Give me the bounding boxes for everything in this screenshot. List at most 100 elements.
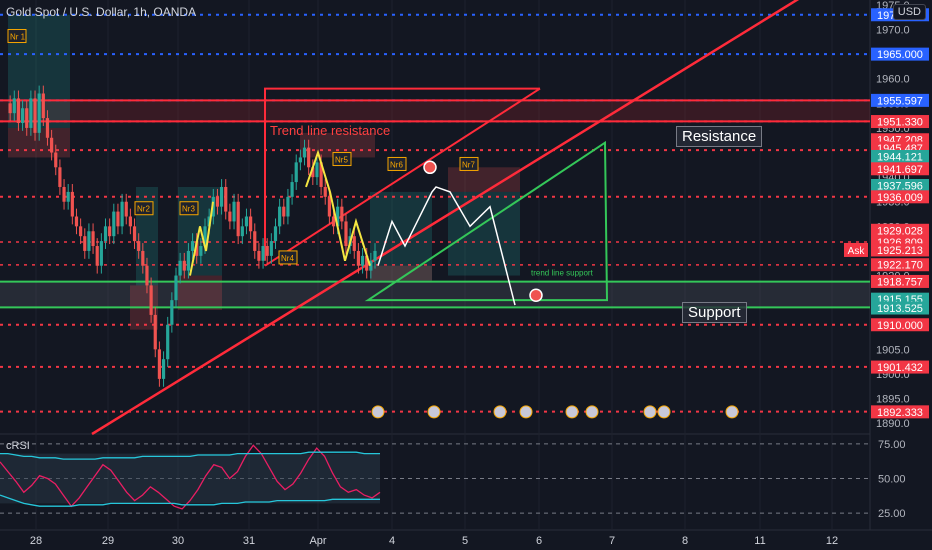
candle xyxy=(178,260,182,276)
candle xyxy=(103,226,108,242)
trend-line-resistance-label: Trend line resistance xyxy=(270,123,391,138)
price-label: 1941.697 xyxy=(877,164,923,176)
candle xyxy=(307,147,311,168)
candle xyxy=(340,206,344,222)
candle xyxy=(141,250,145,266)
candle xyxy=(95,246,99,266)
candle xyxy=(62,186,66,202)
candle xyxy=(41,93,45,119)
candle xyxy=(79,226,83,237)
candle xyxy=(137,241,141,251)
candle xyxy=(311,167,315,178)
economic-event-icon xyxy=(643,405,657,419)
candle xyxy=(170,300,174,325)
candle xyxy=(356,250,361,266)
marker-label: Nr2 xyxy=(137,205,150,214)
candle xyxy=(269,241,273,256)
candle xyxy=(323,186,327,197)
marker-label: Nr6 xyxy=(390,160,403,169)
candle xyxy=(298,157,302,163)
candle xyxy=(128,216,132,227)
candle xyxy=(58,167,62,187)
x-tick-label: Apr xyxy=(309,535,326,547)
candle xyxy=(315,162,319,178)
rsi-line xyxy=(0,444,381,510)
price-label: 1937.596 xyxy=(877,181,923,193)
candle xyxy=(25,108,29,128)
y-tick-label: 1905.0 xyxy=(876,344,910,356)
candle xyxy=(240,226,244,237)
candle xyxy=(182,260,186,271)
y-tick-label: 1895.0 xyxy=(876,394,910,406)
candle xyxy=(352,236,356,251)
candle xyxy=(373,250,377,261)
economic-event-icon xyxy=(657,405,671,419)
candle xyxy=(33,98,37,133)
candle xyxy=(45,118,50,138)
position-box xyxy=(448,191,520,276)
candle xyxy=(70,191,74,217)
price-label: 1913.525 xyxy=(877,303,923,315)
candle xyxy=(286,196,290,217)
candle xyxy=(37,93,41,133)
candle xyxy=(83,236,87,251)
candle xyxy=(365,255,369,271)
currency-selector[interactable]: USD xyxy=(892,4,926,20)
trend-channel-outline xyxy=(264,87,540,261)
candle xyxy=(244,216,249,227)
x-tick-label: 8 xyxy=(682,535,688,547)
price-label-tag xyxy=(871,190,929,204)
x-tick-label: 6 xyxy=(536,535,542,547)
y-tick-label: 1970.0 xyxy=(876,25,910,37)
target-icon xyxy=(423,160,437,175)
price-label-tag xyxy=(871,47,929,61)
rsi-tick-label: 75.00 xyxy=(878,439,906,451)
highlight-path xyxy=(305,149,371,267)
candle xyxy=(369,260,373,271)
candle xyxy=(8,103,12,114)
candle xyxy=(219,186,224,207)
candle xyxy=(232,201,236,222)
candle xyxy=(16,98,21,124)
position-box xyxy=(448,167,520,192)
y-tick-label: 1960.0 xyxy=(876,74,910,86)
price-label-tag xyxy=(871,223,929,237)
rsi-band xyxy=(0,453,380,504)
candle xyxy=(224,186,228,212)
candle xyxy=(207,216,211,227)
candle xyxy=(195,241,199,256)
economic-event-icon xyxy=(371,405,385,419)
candle xyxy=(190,241,195,251)
candle xyxy=(166,324,170,360)
candle xyxy=(215,196,220,207)
marker-3 xyxy=(179,201,199,216)
trend-line-long xyxy=(91,0,800,436)
support-label: Support xyxy=(682,302,747,323)
candle xyxy=(29,98,33,128)
position-box xyxy=(370,265,432,281)
candle xyxy=(66,191,70,202)
trend-line-support-label: trend line support xyxy=(531,269,594,278)
candle xyxy=(87,231,91,251)
rsi-line xyxy=(0,451,380,460)
marker-label: Nr4 xyxy=(281,254,294,263)
x-tick-label: 29 xyxy=(102,535,114,547)
chart-title: Gold Spot / U.S. Dollar, 1h, OANDA xyxy=(6,5,197,19)
x-tick-label: 31 xyxy=(243,535,255,547)
support-triangle xyxy=(364,140,609,302)
candle xyxy=(112,211,116,237)
candle xyxy=(236,201,240,237)
rsi-indicator-label: cRSI xyxy=(6,440,30,452)
candle xyxy=(294,162,298,183)
candle xyxy=(74,216,79,227)
marker-label: Nr5 xyxy=(335,156,348,165)
candle xyxy=(302,147,307,158)
candle xyxy=(319,162,323,187)
price-label-tag xyxy=(871,115,929,129)
price-label: 1910.000 xyxy=(877,320,923,332)
candle xyxy=(360,255,365,266)
candle xyxy=(12,98,16,114)
x-tick-label: 12 xyxy=(826,535,838,547)
candle xyxy=(149,285,153,315)
